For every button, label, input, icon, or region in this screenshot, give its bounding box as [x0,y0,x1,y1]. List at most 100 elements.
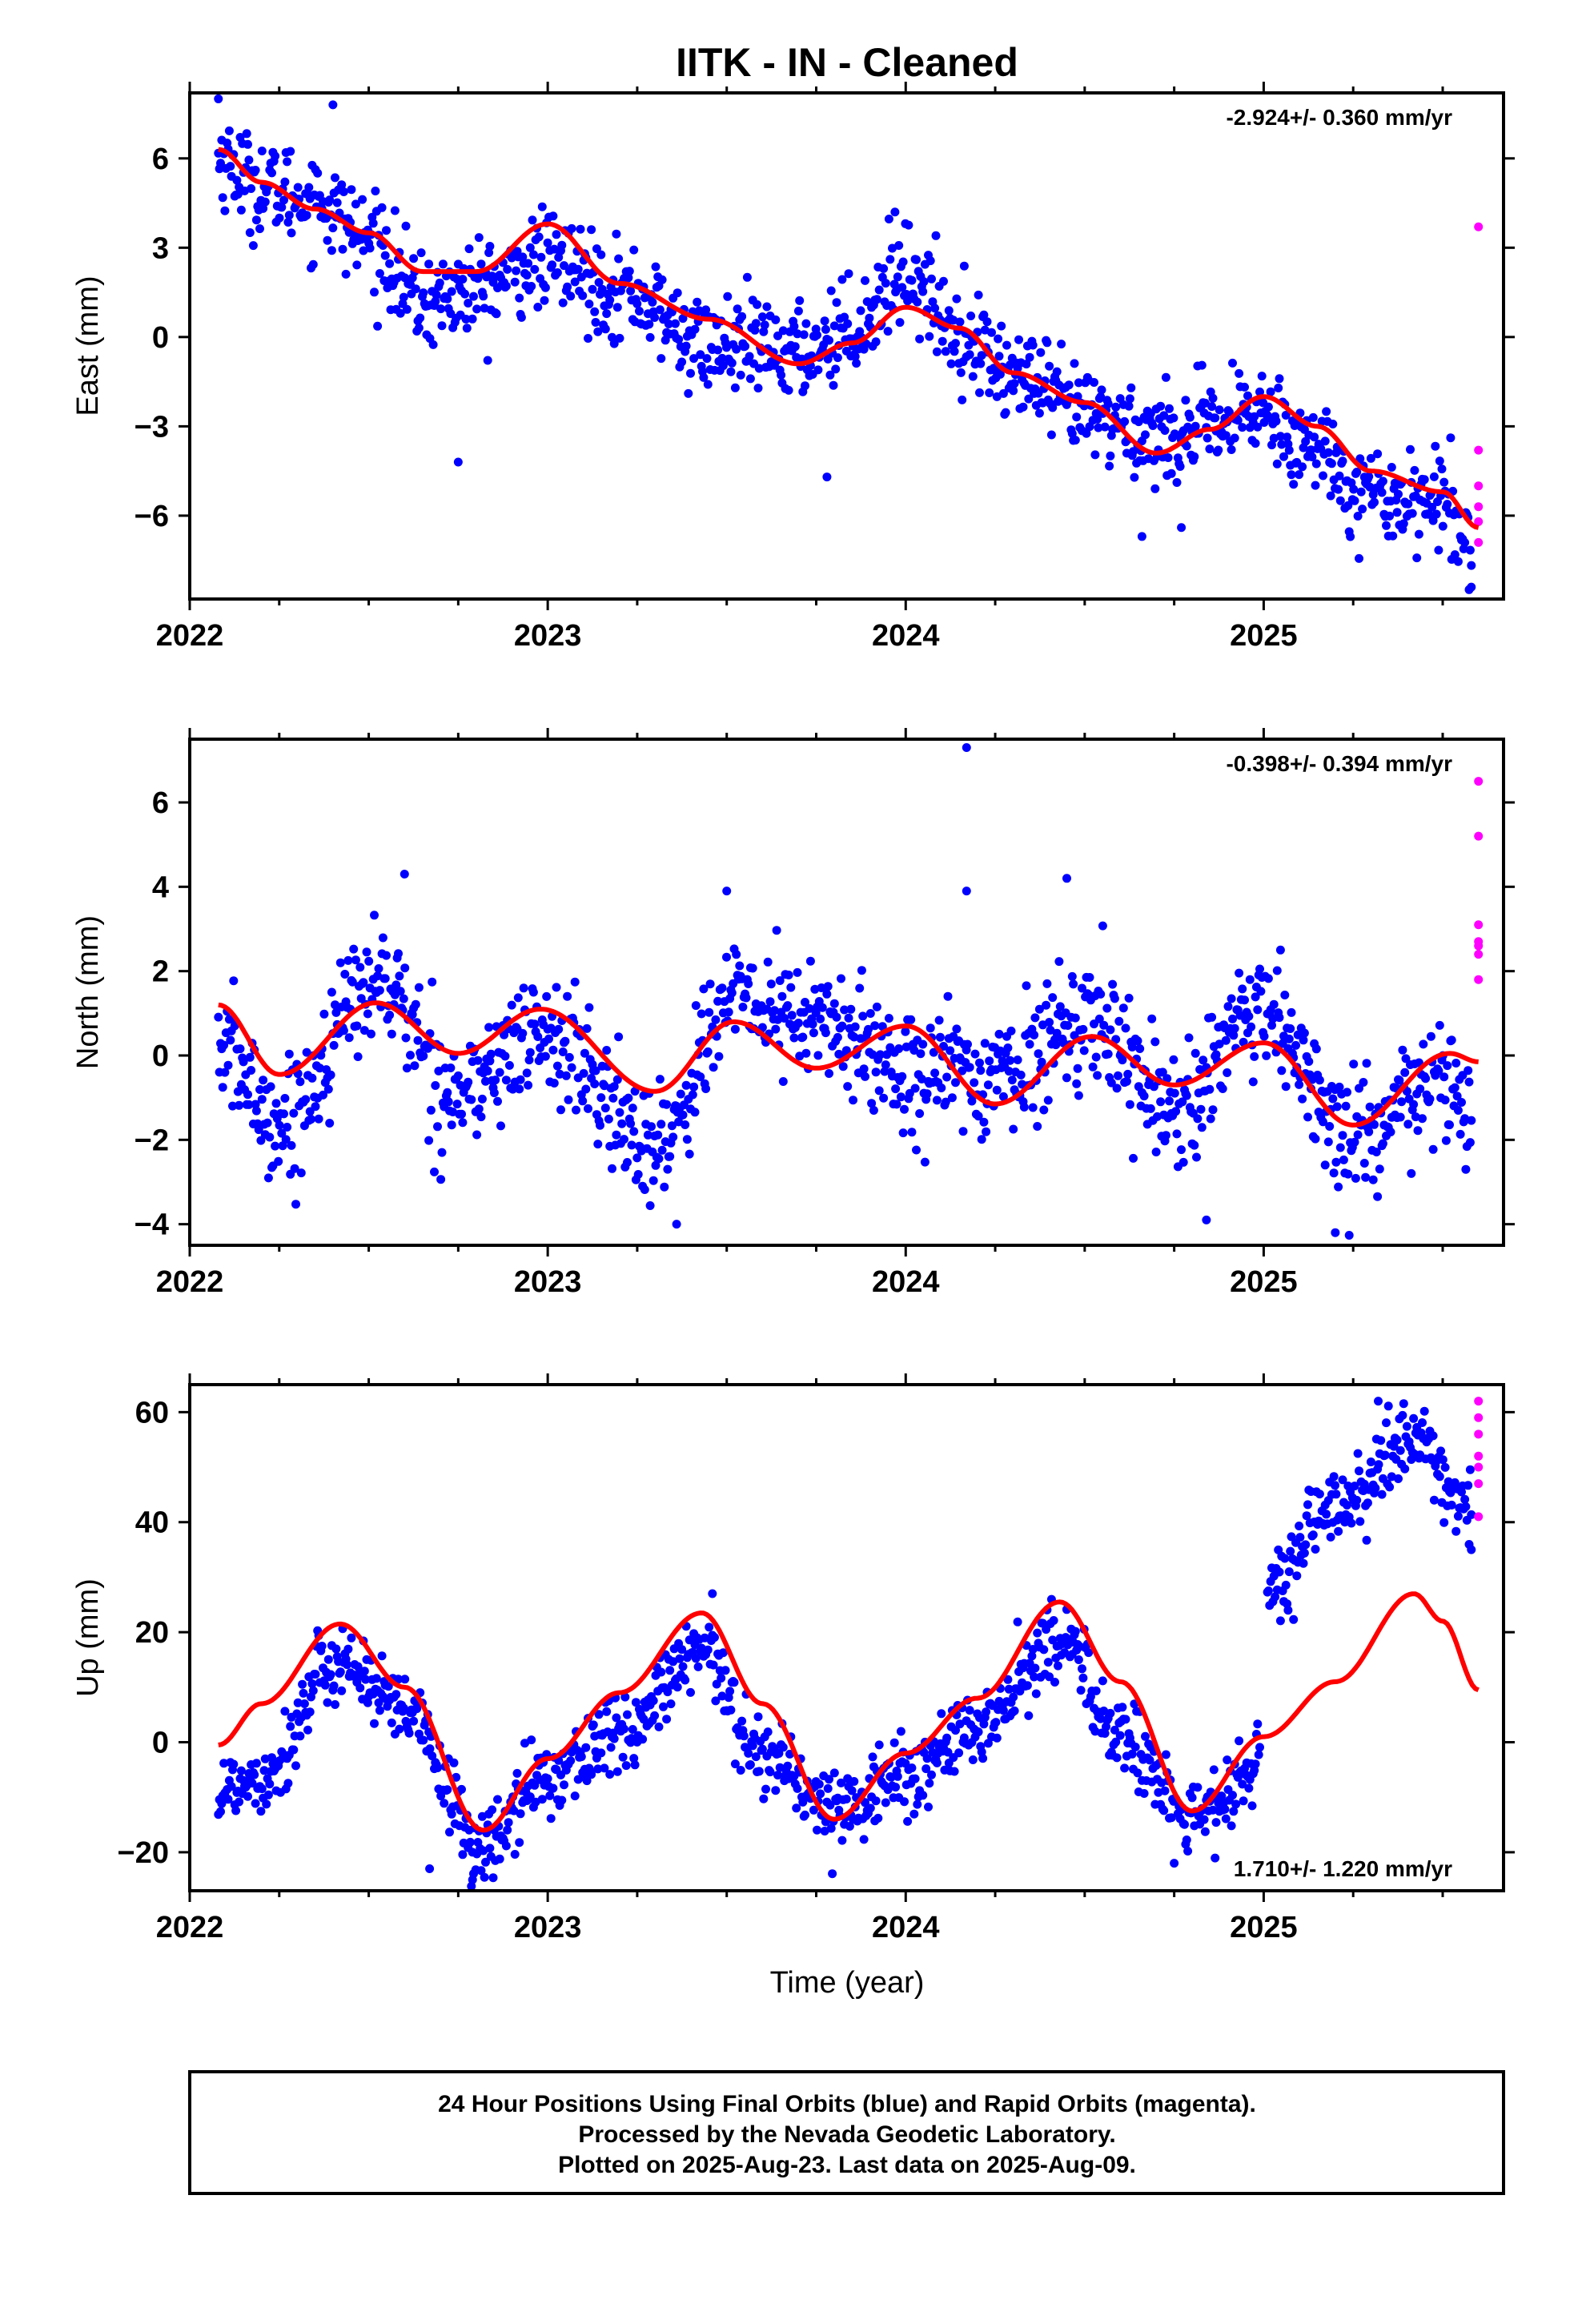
final-point [1365,1102,1375,1112]
final-point [703,380,713,389]
final-point [763,1727,773,1737]
final-point [994,334,1003,344]
y-axis-label: Up (mm) [71,1578,105,1697]
final-point [1281,1580,1291,1590]
final-point [1227,994,1236,1003]
final-point [1078,1664,1086,1674]
final-point [677,357,687,367]
final-point [1277,1066,1287,1076]
final-point [775,1763,785,1772]
final-point [570,977,580,987]
final-point [508,1084,517,1094]
final-point [375,986,384,995]
final-point [484,1023,494,1032]
final-point [243,1791,252,1801]
final-point [870,1021,880,1031]
final-point [472,1130,482,1140]
final-point [244,1100,254,1109]
final-point [556,1105,565,1115]
final-point [1184,1033,1194,1043]
y-tick-label: 6 [152,786,169,820]
final-point [801,319,811,328]
final-point [265,1779,275,1789]
final-point [1279,452,1288,461]
final-point [924,1802,933,1811]
final-point [250,1770,259,1779]
final-point [717,1674,726,1683]
final-point [1375,1164,1384,1174]
final-point [717,353,727,363]
final-point [813,1051,823,1060]
final-point [891,1783,901,1792]
final-point [1193,1114,1203,1124]
final-point [1082,428,1091,438]
final-point [608,1093,618,1103]
final-point [1123,1069,1133,1079]
final-point [674,335,684,344]
final-point [216,159,225,168]
final-point [840,312,849,322]
final-point [337,180,347,190]
final-point [884,215,893,223]
final-point [750,325,760,335]
final-point [1072,1079,1082,1088]
final-point [793,329,802,339]
final-point [279,195,288,205]
final-point [570,1791,580,1801]
final-point [370,1719,379,1728]
final-point [394,1675,403,1684]
final-point [1121,1715,1130,1724]
final-point [1373,449,1383,459]
final-point [584,1104,592,1113]
final-point [1271,416,1281,426]
final-point [263,1790,273,1799]
final-point [1039,1105,1049,1115]
final-point [1165,404,1174,413]
final-point [645,1201,655,1210]
final-point [1461,1502,1471,1511]
final-point [1299,1028,1309,1038]
final-point [745,352,754,361]
final-point [881,1798,890,1807]
final-point [927,1770,936,1779]
final-point [942,1072,952,1082]
final-point [1257,372,1267,381]
final-point [1351,1173,1360,1183]
final-point [1202,1215,1211,1224]
final-point [932,347,942,356]
final-point [1085,973,1094,982]
final-point [1096,989,1106,999]
final-point [323,1698,332,1707]
final-point [1409,1413,1419,1423]
final-point [1042,979,1052,988]
final-point [1074,1655,1083,1664]
final-point [560,261,568,271]
final-point [578,1096,588,1106]
final-point [624,273,633,283]
final-point [558,1047,568,1056]
final-point [247,184,256,193]
final-point [1456,1129,1465,1139]
final-point [580,1048,589,1058]
final-point [1467,1510,1476,1519]
final-point [841,1795,851,1803]
final-point [684,388,693,398]
final-point [1322,1510,1331,1519]
final-point [385,1011,395,1019]
final-point [612,1075,622,1084]
final-point [678,314,688,324]
final-point [741,993,751,1003]
final-point [1172,478,1182,487]
final-point [1281,411,1291,420]
final-point [1103,1049,1113,1059]
final-point [251,215,261,225]
final-point [1299,1035,1308,1045]
final-point [338,244,347,254]
final-point [1440,1462,1450,1472]
final-point [1159,411,1169,420]
final-point [864,1024,873,1034]
final-point [1196,1104,1206,1114]
final-point [1295,1533,1305,1542]
final-point [656,1120,666,1129]
final-point [1046,1025,1055,1035]
